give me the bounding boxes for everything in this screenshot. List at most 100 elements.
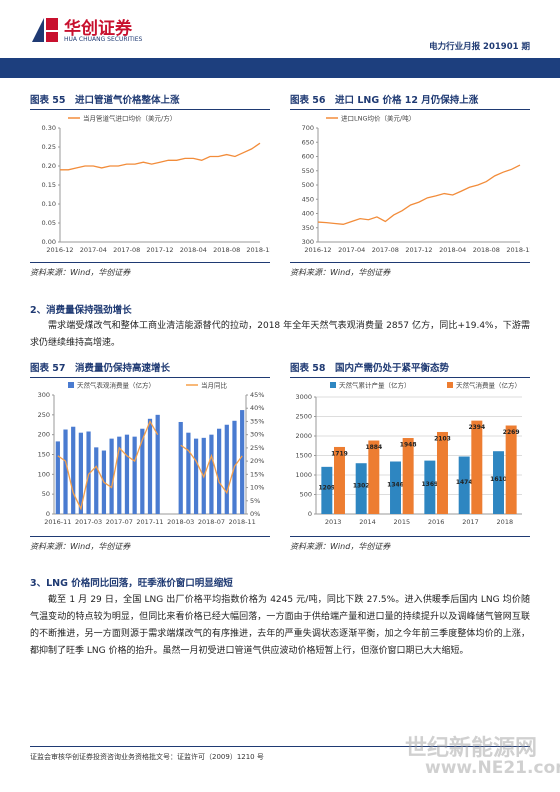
y-tick-label: 35% [250,417,264,425]
line [317,164,521,225]
data-label: 2269 [503,429,520,436]
source: 资料来源：Wind，华创证券 [30,536,270,552]
report-name: 电力行业月报 201901 期 [429,42,530,52]
bar [240,410,245,514]
bar [178,421,183,514]
source: 资料来源：Wind，华创证券 [30,262,270,278]
x-tick-label: 2017 [462,518,479,526]
data-label: 1719 [331,450,348,457]
legend-label: 进口LNG均价（美元/吨） [341,114,415,123]
chart: 0 500 1000 1500 2000 2500 3000 2013 2014 2015 2016… [295,381,522,526]
x-tick-label: 2017-04 [80,246,107,254]
y-tick-label: 0.00 [42,238,56,246]
figure-title: 图表 57 消费量仍保持高速增长 [30,360,270,378]
y-tick-label: 15% [250,470,264,478]
bar [390,461,402,514]
y-tick-label: 450 [302,195,314,203]
y-tick-label: 0.25 [42,143,56,151]
y-tick-label: 0.05 [42,219,56,227]
y-tick-label: 0 [308,510,312,518]
paragraph: 截至 1 月 29 日，全国 LNG 出厂价格平均指数价格为 4245 元/吨，… [30,595,530,656]
y-tick-label: 550 [302,167,314,175]
bar [78,432,83,514]
y-tick-label: 0.15 [42,181,56,189]
bar [217,428,222,514]
legend-label: 当月管道气进口均价（美元/方） [83,114,176,123]
y-tick-label: 20% [250,457,264,465]
y-tick-label: 0 [46,510,50,518]
x-tick-label: 2017-08 [372,246,399,254]
bar [436,431,448,514]
y-tick-label: 45% [250,391,264,399]
logo-cn: 华创证券 [64,19,132,39]
bar [321,466,333,514]
figure-title: 图表 58 国内产需仍处于紧平衡态势 [290,360,530,378]
y-tick-label: 700 [302,124,314,132]
x-tick-label: 2017-12 [146,246,173,254]
section-heading: 2、消费量保持强劲增长 [30,305,132,316]
x-tick-label: 2018-12 [506,246,530,254]
bar [493,451,505,514]
bar [147,418,153,514]
x-tick-label: 2018-04 [439,246,466,254]
legend-swatch [68,382,74,388]
legend-swatch [447,382,453,388]
x-tick-label: 2013 [325,518,342,526]
watermark-name: 世纪新能源网 [405,736,538,761]
bar [132,436,137,514]
y-tick-label: 1000 [295,471,312,479]
y-tick-label: 600 [302,153,314,161]
y-tick-label: 0.20 [42,162,56,170]
figure-title: 图表 55 进口管道气价格整体上涨 [30,92,270,110]
data-label: 2394 [468,424,485,431]
bar [193,438,199,514]
bar [209,434,214,514]
footer: 证监会审核华创证券投资咨询业务资格批文号：证监许可（2009）1210 号 [30,753,264,761]
bar [55,441,60,514]
bar [109,438,114,514]
y-tick-label: 0.10 [42,200,56,208]
bar [505,425,517,514]
legend-label: 天然气消费量（亿方） [456,381,521,390]
bar [124,434,130,514]
y-tick-label: 25% [250,444,264,452]
bar [424,460,436,514]
logo-icon [32,18,58,42]
source: 资料来源：Wind，华创证券 [290,262,530,278]
data-label: 1610 [490,476,507,483]
x-tick-label: 2018-03 [167,518,194,526]
chart: 300 350 400 450 500 550 600 650 700 2016-12 2017-0… [302,114,530,255]
source: 资料来源：Wind，华创证券 [290,536,530,552]
y-tick-label: 0.30 [42,124,56,132]
bar [458,456,470,514]
bar [333,446,345,514]
y-tick-label: 3000 [295,393,312,401]
bar [186,432,191,514]
chart: 0.00 0.05 0.10 0.15 0.20 0.25 0.30 2016-12 2017-… [42,114,270,255]
x-tick-label: 2017-08 [113,246,140,254]
x-tick-label: 2018-08 [473,246,500,254]
section-heading: 3、LNG 价格同比回落，旺季涨价窗口明显缩短 [30,578,233,589]
x-tick-label: 2017-11 [136,518,163,526]
y-tick-label: 100 [38,470,50,478]
legend-label: 天然气表观消费量（亿方） [77,381,155,390]
bar [402,438,414,514]
x-tick-label: 2016 [428,518,445,526]
data-label: 1346 [387,482,404,489]
data-label: 1948 [400,442,417,449]
line [60,142,261,171]
data-label: 1474 [456,479,473,486]
x-tick-label: 2018-04 [180,246,207,254]
y-tick-label: 150 [38,451,50,459]
y-tick-label: 0% [250,510,260,518]
y-tick-label: 50 [42,490,50,498]
chart: 0 50 100 150 200 250 300 0% 5% 10% 15% 20% 25% 30% 35%… [38,381,265,527]
bar [155,414,160,514]
y-tick-label: 30% [250,431,264,439]
x-tick-label: 2018 [497,518,514,526]
x-tick-label: 2016-11 [44,518,71,526]
bar [86,431,91,514]
y-tick-label: 2500 [295,413,312,421]
data-label: 1369 [421,481,438,488]
